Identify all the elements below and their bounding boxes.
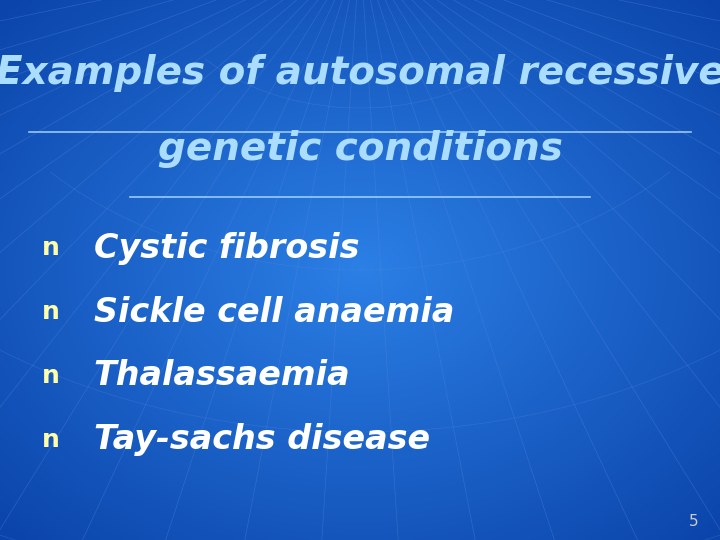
Text: n: n (42, 364, 59, 388)
Text: genetic conditions: genetic conditions (158, 130, 562, 167)
Text: Cystic fibrosis: Cystic fibrosis (94, 232, 359, 265)
Text: n: n (42, 237, 59, 260)
Text: Thalassaemia: Thalassaemia (94, 359, 350, 393)
Text: Sickle cell anaemia: Sickle cell anaemia (94, 295, 454, 329)
Text: n: n (42, 300, 59, 324)
Text: Tay-sachs disease: Tay-sachs disease (94, 423, 430, 456)
Text: Examples of autosomal recessive: Examples of autosomal recessive (0, 54, 720, 92)
Text: n: n (42, 428, 59, 451)
Text: 5: 5 (689, 514, 698, 529)
